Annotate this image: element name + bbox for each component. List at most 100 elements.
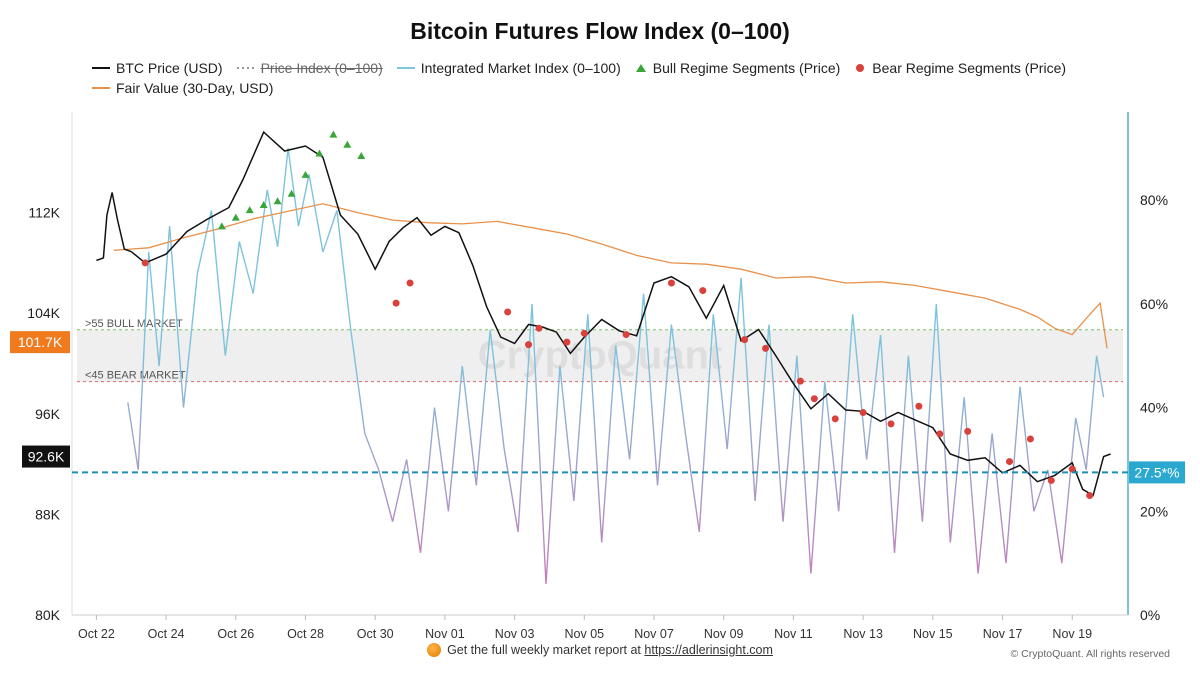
bull-marker-4	[273, 197, 282, 205]
bear-marker-14	[810, 395, 818, 403]
x-tick-3: Oct 28	[287, 627, 324, 641]
x-tick-12: Nov 15	[913, 627, 953, 641]
legend: BTC Price (USD) Price Index (0–100) Inte…	[92, 58, 1152, 98]
y-right-tick-2: 40%	[1140, 400, 1168, 416]
coin-icon	[427, 643, 442, 657]
y-left-tick-2: 96K	[35, 406, 61, 422]
bear-marker-24	[1068, 465, 1076, 473]
bear-marker-25	[1086, 492, 1094, 500]
current-price-label: 92.6K	[28, 449, 65, 465]
legend-btc-price[interactable]: BTC Price (USD)	[92, 58, 223, 78]
dot-icon	[856, 64, 865, 72]
footer-report-link[interactable]: https://adlerinsight.com	[644, 643, 773, 657]
chart-title: Bitcoin Futures Flow Index (0–100)	[410, 18, 790, 44]
bear-marker-12	[762, 344, 770, 352]
level-marker-badge	[10, 331, 70, 354]
bull-marker-1	[231, 213, 240, 221]
bull-marker-8	[329, 130, 338, 138]
integrated-index-line	[127, 148, 1105, 584]
legend-btc-price-label: BTC Price (USD)	[116, 60, 223, 76]
y-right-tick-4: 80%	[1140, 192, 1168, 208]
bear-marker-15	[831, 415, 839, 423]
y-right-tick-3: 60%	[1140, 296, 1168, 312]
bear-marker-1	[392, 299, 400, 307]
bull-marker-6	[301, 170, 310, 178]
bear-marker-10	[699, 287, 707, 295]
neutral-zone-band	[77, 329, 1123, 382]
bear-marker-17	[887, 420, 895, 428]
y-right-tick-1: 20%	[1140, 503, 1168, 519]
level-marker-label: 101.7K	[18, 334, 63, 350]
y-right-tick-0: 0%	[1140, 607, 1160, 623]
legend-btc-price-swatch	[92, 67, 110, 69]
legend-price-index-swatch	[236, 67, 255, 69]
x-tick-11: Nov 13	[843, 627, 883, 641]
bear-marker-22	[1026, 435, 1034, 443]
x-tick-7: Nov 05	[565, 627, 605, 641]
legend-price-index-label: Price Index (0–100)	[260, 60, 383, 76]
bear-marker-3	[504, 308, 512, 316]
bear-marker-16	[859, 409, 867, 417]
x-tick-9: Nov 09	[704, 627, 744, 641]
y-left-tick-0: 80K	[35, 607, 61, 623]
bull-marker-2	[245, 206, 254, 214]
x-tick-8: Nov 07	[634, 627, 674, 641]
legend-integrated-index-swatch	[396, 67, 415, 69]
footer: Get the full weekly market report at htt…	[0, 643, 1200, 657]
legend-bull-segments-label: Bull Regime Segments (Price)	[652, 60, 841, 76]
bear-marker-19	[936, 430, 944, 438]
x-tick-2: Oct 26	[217, 627, 254, 641]
bear-marker-7	[580, 329, 588, 337]
legend-bear-segments-label: Bear Regime Segments (Price)	[872, 60, 1067, 76]
footer-report-text: Get the full weekly market report at	[447, 643, 641, 657]
x-tick-5: Nov 01	[425, 627, 465, 641]
bull-marker-3	[259, 201, 268, 209]
current-index-badge	[1129, 461, 1185, 484]
threshold-label-0: >55 BULL MARKET	[85, 318, 183, 330]
x-tick-10: Nov 11	[774, 627, 813, 641]
bear-marker-18	[915, 402, 923, 410]
y-left-tick-4: 112K	[28, 205, 60, 221]
x-tick-14: Nov 19	[1052, 627, 1092, 641]
bear-marker-13	[796, 377, 804, 385]
x-tick-1: Oct 24	[148, 627, 185, 641]
bear-marker-23	[1047, 476, 1055, 484]
current-price-badge	[22, 445, 70, 468]
bull-marker-7	[315, 149, 324, 157]
x-tick-13: Nov 17	[983, 627, 1023, 641]
legend-bull-segments[interactable]: Bull Regime Segments (Price)	[635, 58, 841, 78]
bull-marker-10	[357, 152, 366, 160]
legend-fair-value-swatch	[92, 87, 110, 89]
legend-price-index[interactable]: Price Index (0–100)	[236, 58, 383, 78]
legend-bear-segments[interactable]: Bear Regime Segments (Price)	[854, 58, 1066, 78]
fair-value-line	[113, 203, 1108, 349]
legend-fair-value-label: Fair Value (30-Day, USD)	[116, 80, 274, 96]
triangle-icon	[635, 64, 646, 72]
bear-marker-5	[535, 324, 543, 332]
bear-marker-20	[964, 427, 972, 435]
bull-marker-5	[287, 189, 296, 197]
current-index-label: 27.5*%	[1134, 464, 1179, 480]
btc-price-line	[96, 130, 1111, 497]
bear-marker-11	[741, 336, 749, 344]
y-left-tick-1: 88K	[35, 506, 61, 522]
bear-marker-6	[563, 338, 571, 346]
bear-marker-2	[406, 279, 414, 287]
bull-marker-9	[343, 140, 352, 148]
bear-marker-21	[1006, 458, 1014, 466]
x-tick-4: Oct 30	[357, 627, 394, 641]
bear-marker-8	[622, 331, 630, 339]
legend-integrated-index-label: Integrated Market Index (0–100)	[420, 60, 621, 76]
copyright: © CryptoQuant. All rights reserved	[1010, 648, 1170, 660]
legend-fair-value[interactable]: Fair Value (30-Day, USD)	[92, 78, 273, 98]
y-left-tick-3: 104K	[27, 305, 60, 321]
threshold-label-1: <45 BEAR MARKET	[85, 370, 186, 382]
bear-marker-4	[525, 341, 533, 349]
bull-marker-0	[217, 222, 226, 230]
x-tick-0: Oct 22	[78, 627, 115, 641]
bear-marker-0	[141, 259, 149, 267]
legend-integrated-index[interactable]: Integrated Market Index (0–100)	[396, 58, 621, 78]
bear-marker-9	[667, 279, 675, 287]
x-tick-6: Nov 03	[495, 627, 535, 641]
